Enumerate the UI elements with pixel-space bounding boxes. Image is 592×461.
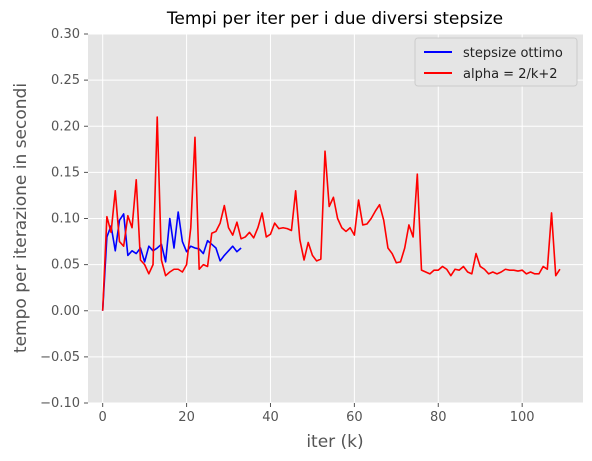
legend-label-alpha: alpha = 2/k+2 (463, 67, 558, 82)
legend-box (414, 37, 578, 87)
y-tick-label: 0.25 (51, 73, 80, 88)
grid-lines (88, 33, 583, 404)
chart-title: Tempi per iter per i due diversi stepsiz… (166, 9, 503, 29)
y-tick-label: 0.05 (51, 258, 80, 273)
x-tick-label: 100 (510, 410, 535, 425)
y-tick-label: 0.10 (51, 212, 80, 227)
y-tick-label: 0.20 (51, 119, 80, 134)
x-tick-label: 20 (178, 410, 195, 425)
legend: stepsize ottimo alpha = 2/k+2 (414, 37, 578, 87)
y-ticks: −0.10 −0.05 0.00 0.05 0.10 0.15 0.20 0.25 0.30 (40, 27, 88, 411)
x-tick-label: 0 (99, 410, 107, 425)
x-tick-label: 80 (430, 410, 447, 425)
x-ticks: 0 20 40 60 80 100 (99, 403, 535, 425)
y-tick-label: 0.30 (51, 27, 80, 42)
legend-label-stepsize-ottimo: stepsize ottimo (463, 46, 563, 61)
x-axis-title: iter (k) (306, 432, 363, 452)
y-tick-label: −0.05 (40, 350, 80, 365)
y-axis-title: tempo per iterazione in secondi (11, 83, 31, 353)
x-tick-label: 40 (262, 410, 279, 425)
x-tick-label: 60 (346, 410, 363, 425)
series-line-alpha (101, 116, 561, 311)
y-tick-label: 0.15 (51, 165, 80, 180)
y-tick-label: −0.10 (40, 396, 80, 411)
y-tick-label: 0.00 (51, 304, 80, 319)
series-lines (101, 116, 561, 311)
